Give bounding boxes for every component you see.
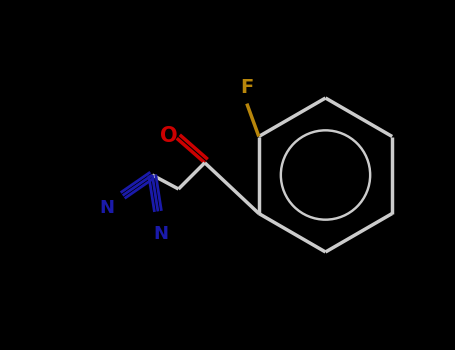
Text: F: F [240,78,253,97]
Text: N: N [99,199,114,217]
Text: O: O [160,126,178,147]
Text: N: N [153,225,168,243]
